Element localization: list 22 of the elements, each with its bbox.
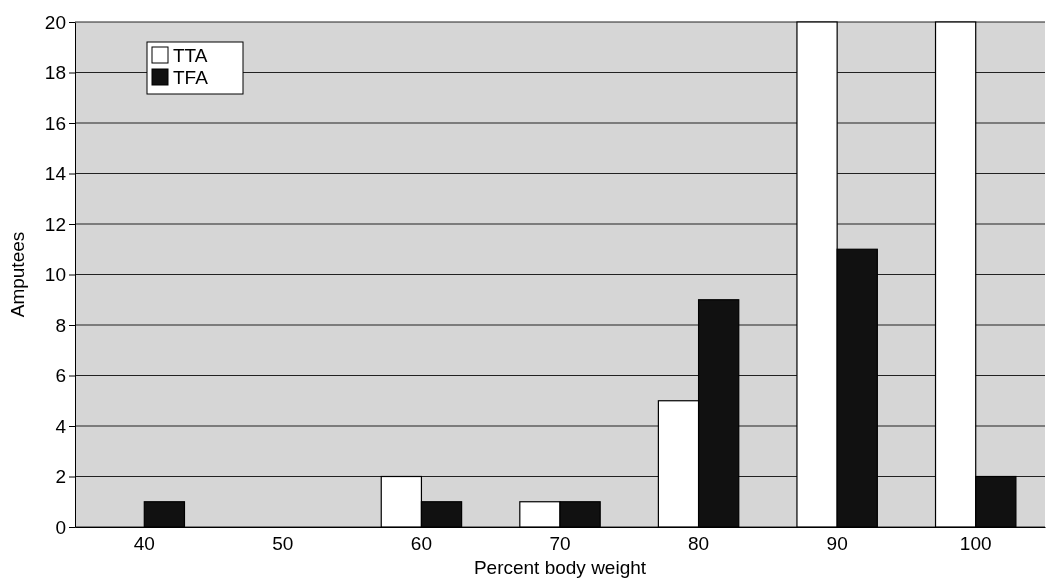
x-tick-label: 100 (959, 533, 992, 555)
y-tick-label: 18 (44, 62, 66, 84)
y-tick-label: 0 (55, 516, 66, 538)
legend-label: TTA (173, 45, 208, 66)
x-tick-label: 70 (549, 533, 571, 555)
y-tick-label: 14 (44, 163, 67, 185)
x-tick-label: 60 (410, 533, 432, 555)
x-tick-label: 80 (688, 533, 710, 555)
y-tick-label: 10 (44, 264, 66, 286)
y-tick-label: 2 (55, 466, 66, 488)
y-tick-label: 6 (55, 365, 66, 387)
x-tick-label: 40 (133, 533, 155, 555)
y-tick-label: 8 (55, 314, 66, 336)
y-tick-label: 16 (44, 112, 66, 134)
x-axis-title: Percent body weight (473, 557, 647, 578)
y-tick-label: 20 (44, 11, 66, 33)
legend-label: TFA (173, 67, 209, 88)
y-tick-label: 4 (55, 415, 67, 437)
x-tick-label: 90 (826, 533, 848, 555)
y-axis-title: Amputees (7, 231, 28, 318)
y-tick-label: 12 (44, 213, 66, 235)
x-tick-label: 50 (272, 533, 294, 555)
